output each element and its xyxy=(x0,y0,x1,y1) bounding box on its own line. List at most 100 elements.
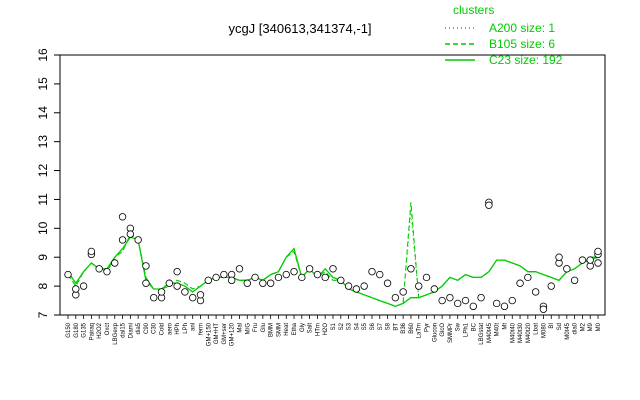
data-point xyxy=(492,299,501,308)
data-point xyxy=(360,282,368,290)
x-tick-label: SMM xyxy=(276,323,282,337)
x-tick-label: M0 xyxy=(596,322,602,331)
legend-title: clusters xyxy=(453,3,494,17)
x-tick-label: M40t30 xyxy=(518,322,524,343)
x-tick-label: Sd xyxy=(557,323,563,330)
x-tick-label: BC xyxy=(471,322,477,331)
data-point xyxy=(251,273,259,282)
data-point xyxy=(399,288,407,296)
x-tick-label: GM+120 xyxy=(230,322,236,346)
data-point xyxy=(383,279,392,287)
y-tick-label: 13 xyxy=(36,135,50,149)
x-tick-label: Heat xyxy=(284,323,290,336)
data-point xyxy=(259,279,267,287)
data-point xyxy=(196,291,205,299)
chart-title: ycgJ [340613,341374,-1] xyxy=(228,21,371,36)
y-tick-label: 16 xyxy=(36,48,50,62)
x-tick-label: Diami xyxy=(128,323,134,338)
data-point xyxy=(266,279,275,287)
x-tick-label: Oxct xyxy=(105,323,111,336)
x-tick-label: Pairaq xyxy=(89,323,95,340)
x-tick-label: LaTm xyxy=(417,323,423,338)
data-point xyxy=(555,253,563,261)
data-point xyxy=(485,201,493,209)
data-point xyxy=(87,247,96,256)
data-point xyxy=(142,279,150,287)
x-tick-label: S8 xyxy=(386,322,392,330)
x-tick-label: S7 xyxy=(378,322,384,330)
x-tick-label: LBGexp xyxy=(113,322,119,344)
x-tick-label: S4 xyxy=(354,322,360,330)
data-point xyxy=(477,293,485,302)
x-tick-label: B60 xyxy=(409,322,415,333)
data-point xyxy=(118,213,127,221)
data-point xyxy=(368,267,376,276)
x-tick-label: S6 xyxy=(370,322,376,330)
data-point xyxy=(454,299,462,308)
x-tick-label: M40t40 xyxy=(510,322,516,343)
x-tick-label: dia5 xyxy=(136,322,142,334)
x-tick-label: HTm xyxy=(315,323,321,336)
series-line xyxy=(67,236,598,307)
data-point xyxy=(290,267,298,276)
x-tick-label: BT xyxy=(393,323,399,331)
data-point xyxy=(64,270,72,279)
data-point xyxy=(150,293,158,302)
y-tick-label: 11 xyxy=(36,193,50,206)
data-point xyxy=(103,267,111,276)
data-point xyxy=(111,259,119,267)
x-tick-label: LPh xyxy=(183,323,189,334)
data-point xyxy=(134,236,142,244)
data-point xyxy=(407,265,415,273)
x-tick-label: Cold xyxy=(160,323,166,335)
x-tick-label: GM+150 xyxy=(206,322,212,346)
x-tick-label: C30 xyxy=(152,322,158,334)
x-tick-label: Gly xyxy=(300,323,306,332)
x-tick-label: S3 xyxy=(347,322,353,330)
x-tick-label: H2O2 xyxy=(97,322,103,338)
data-point xyxy=(298,273,306,282)
data-point xyxy=(344,282,353,290)
plot-frame xyxy=(59,54,606,316)
x-tick-label: HPh xyxy=(175,323,181,335)
data-point xyxy=(524,273,532,282)
x-tick-label: H2O xyxy=(323,323,329,336)
x-tick-label: M40t xyxy=(495,323,501,337)
x-tick-label: M080 xyxy=(541,322,547,338)
data-point xyxy=(516,279,524,287)
x-tick-label: Mt xyxy=(502,323,508,330)
data-point xyxy=(539,305,548,313)
data-point xyxy=(547,282,555,290)
x-tick-label: Pyr xyxy=(425,323,431,332)
x-tick-label: Glucon xyxy=(432,323,438,342)
x-tick-label: G135 xyxy=(82,322,88,337)
data-point xyxy=(586,256,594,264)
x-tick-label: aero xyxy=(167,322,173,335)
x-tick-label: Glu xyxy=(261,323,267,332)
x-tick-label: M2 xyxy=(580,322,586,331)
y-tick-label: 8 xyxy=(36,282,50,289)
data-point xyxy=(72,285,80,293)
x-tick-label: dal15 xyxy=(121,322,127,337)
x-tick-label: M/G xyxy=(245,323,251,335)
x-tick-label: S5 xyxy=(362,322,368,330)
data-point xyxy=(376,270,384,279)
data-point xyxy=(274,273,283,282)
x-tick-label: LBGstat xyxy=(479,323,485,345)
x-tick-label: GM+ser xyxy=(222,323,228,345)
data-point xyxy=(415,282,423,290)
data-point xyxy=(181,288,189,296)
legend: clusters A200 size: 1 B105 size: 6 C23 size… xyxy=(445,3,563,67)
x-tick-label: BI xyxy=(549,323,555,329)
x-tick-label: C90 xyxy=(144,322,150,334)
data-point xyxy=(305,265,314,273)
data-point xyxy=(594,247,602,256)
data-point xyxy=(243,279,251,287)
data-point xyxy=(189,293,197,302)
x-tick-label: S1 xyxy=(331,322,337,330)
series-line xyxy=(67,210,599,307)
x-tick-label: dia0 xyxy=(573,322,579,334)
data-point xyxy=(95,265,103,273)
data-point xyxy=(469,302,477,311)
